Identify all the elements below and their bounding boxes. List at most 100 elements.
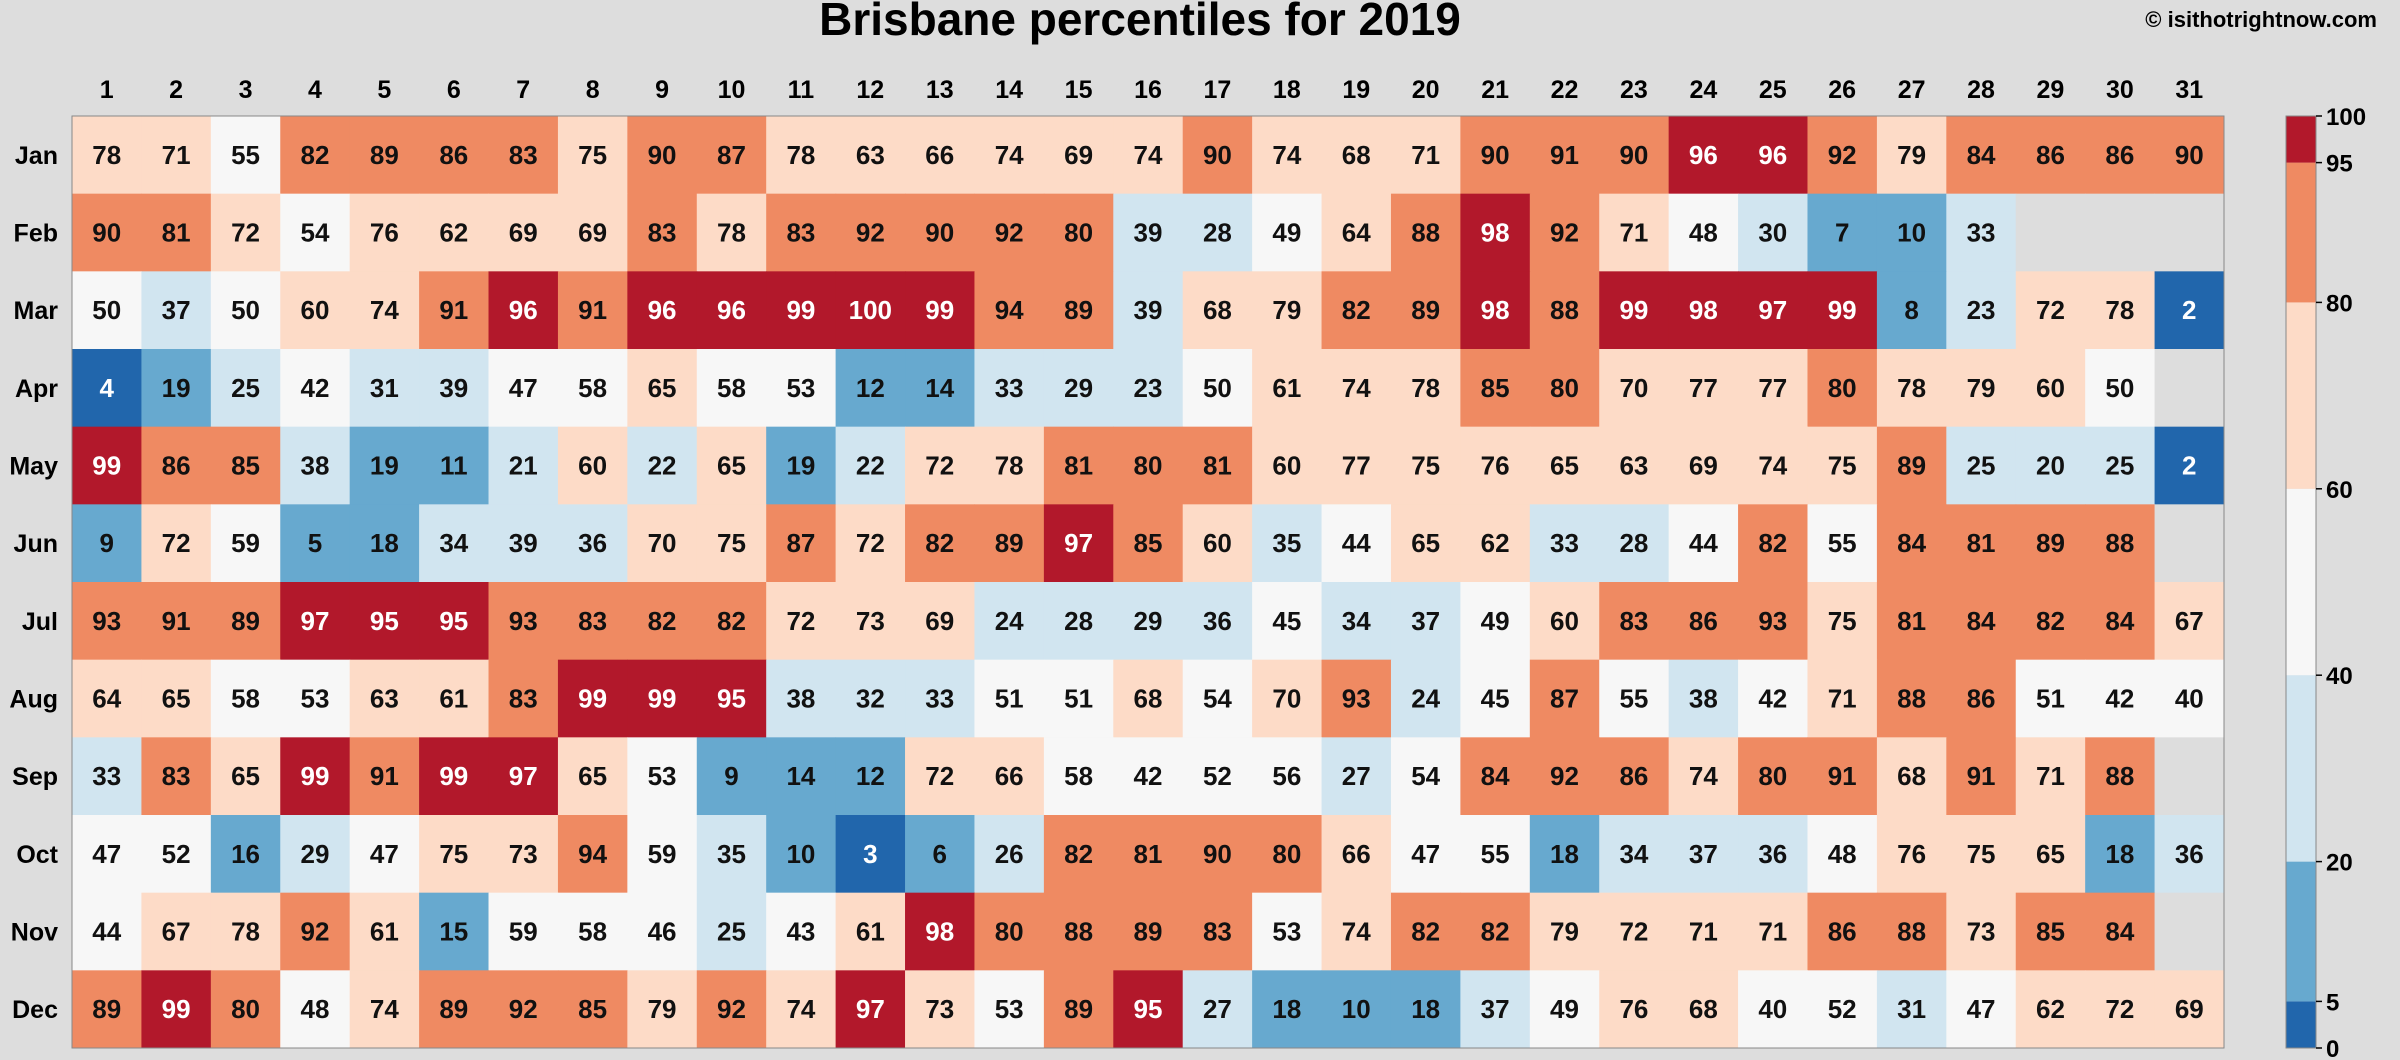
cell-value-label: 49 — [1272, 218, 1301, 248]
heatmap-cell — [1321, 892, 1392, 971]
cell-value-label: 9 — [99, 528, 113, 558]
cell-value-label: 91 — [1967, 761, 1996, 791]
cell-value-label: 40 — [1758, 994, 1787, 1024]
heatmap-cell — [2154, 737, 2225, 816]
heatmap-cell — [2085, 426, 2156, 505]
heatmap-cell — [1876, 970, 1947, 1049]
cell-value-label: 60 — [1272, 451, 1301, 481]
heatmap-cell — [835, 349, 906, 428]
cell-value-label: 24 — [995, 606, 1024, 636]
cell-value-label: 98 — [1481, 295, 1510, 325]
cell-value-label: 60 — [578, 451, 607, 481]
cell-value-label: 58 — [578, 373, 607, 403]
cell-value-label: 42 — [301, 373, 330, 403]
heatmap-cell — [1599, 504, 1670, 583]
cell-value-label: 82 — [925, 528, 954, 558]
cell-value-label: 83 — [1619, 606, 1648, 636]
cell-value-label: 83 — [162, 761, 191, 791]
cell-value-label: 83 — [648, 218, 677, 248]
cell-value-label: 90 — [1481, 140, 1510, 170]
heatmap-cell — [1113, 737, 1184, 816]
cell-value-label: 81 — [1134, 839, 1163, 869]
heatmap-cell — [488, 271, 559, 350]
heatmap-cell — [1876, 349, 1947, 428]
cell-value-label: 5 — [308, 528, 322, 558]
cell-value-label: 82 — [2036, 606, 2065, 636]
cell-value-label: 31 — [370, 373, 399, 403]
cell-value-label: 53 — [1272, 917, 1301, 947]
cell-value-label: 50 — [231, 295, 260, 325]
heatmap-cell — [627, 970, 698, 1049]
cell-value-label: 90 — [1203, 140, 1232, 170]
cell-value-label: 65 — [1550, 451, 1579, 481]
cell-value-label: 34 — [1619, 839, 1648, 869]
heatmap-cell — [627, 737, 698, 816]
cell-value-label: 12 — [856, 761, 885, 791]
heatmap-cell — [419, 271, 490, 350]
heatmap-cell — [141, 892, 212, 971]
heatmap-cell — [349, 737, 420, 816]
cell-value-label: 24 — [1411, 684, 1440, 714]
cell-value-label: 79 — [1967, 373, 1996, 403]
heatmap-cell — [905, 815, 975, 894]
cell-value-label: 39 — [439, 373, 468, 403]
heatmap-cell — [627, 426, 698, 505]
heatmap-cell — [1599, 815, 1670, 894]
cell-value-label: 42 — [2105, 684, 2134, 714]
heatmap-cell — [2085, 504, 2156, 583]
cell-value-label: 65 — [1411, 528, 1440, 558]
cell-value-label: 76 — [1481, 451, 1510, 481]
heatmap-cell — [1182, 193, 1253, 272]
heatmap-cell — [696, 892, 767, 971]
cell-value-label: 67 — [162, 917, 191, 947]
cell-value-label: 71 — [1619, 218, 1648, 248]
cell-value-label: 61 — [370, 917, 399, 947]
cell-value-label: 29 — [1064, 373, 1093, 403]
heatmap-cell — [1738, 271, 1808, 350]
cell-value-label: 85 — [1481, 373, 1510, 403]
heatmap-cell — [419, 349, 490, 428]
cell-value-label: 75 — [578, 140, 607, 170]
heatmap-cell — [1321, 970, 1392, 1049]
cell-value-label: 55 — [1828, 528, 1857, 558]
heatmap-cell — [835, 116, 906, 195]
heatmap-cell — [1529, 659, 1600, 738]
heatmap-cell — [2085, 815, 2156, 894]
cell-value-label: 62 — [439, 218, 468, 248]
heatmap-cell — [1460, 504, 1531, 583]
cell-value-label: 96 — [1758, 140, 1787, 170]
cell-value-label: 63 — [1619, 451, 1648, 481]
cell-value-label: 58 — [1064, 761, 1093, 791]
heatmap-cell — [1252, 193, 1323, 272]
heatmap-cell — [1946, 349, 2017, 428]
heatmap-cell — [1460, 970, 1531, 1049]
heatmap-cell — [72, 271, 142, 350]
heatmap-cell — [1043, 659, 1114, 738]
colorbar: 0 5 20 40 60 80 95 100 — [2285, 104, 2366, 1060]
cell-value-label: 72 — [231, 218, 260, 248]
cell-value-label: 93 — [92, 606, 121, 636]
heatmap-cell — [1599, 970, 1670, 1049]
cell-value-label: 18 — [1272, 994, 1301, 1024]
heatmap-cell — [835, 815, 906, 894]
heatmap-cell — [627, 193, 698, 272]
heatmap-cell — [1946, 737, 2017, 816]
cell-value-label: 89 — [1064, 295, 1093, 325]
cell-value-label: 25 — [231, 373, 260, 403]
cell-value-label: 98 — [1689, 295, 1718, 325]
cell-value-label: 34 — [439, 528, 468, 558]
heatmap-cell — [210, 737, 281, 816]
heatmap-cell — [1390, 504, 1461, 583]
cell-value-label: 95 — [1134, 994, 1163, 1024]
heatmap-cell — [210, 815, 281, 894]
cell-value-label: 82 — [1481, 917, 1510, 947]
heatmap-cell — [835, 271, 906, 350]
cell-value-label: 65 — [717, 451, 746, 481]
cell-value-label: 29 — [301, 839, 330, 869]
heatmap-cell — [2154, 582, 2225, 661]
cell-value-label: 74 — [370, 994, 399, 1024]
heatmap-cell — [974, 349, 1045, 428]
heatmap-cell — [974, 970, 1045, 1049]
cell-value-label: 38 — [1689, 684, 1718, 714]
cell-value-label: 33 — [92, 761, 121, 791]
